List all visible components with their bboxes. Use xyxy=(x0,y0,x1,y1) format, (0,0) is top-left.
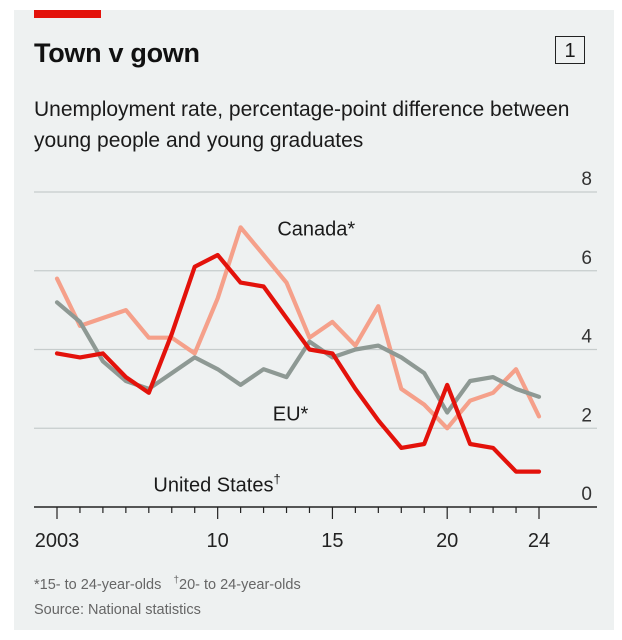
x-tick-label: 24 xyxy=(528,530,550,550)
dagger-mark: † xyxy=(173,575,179,586)
brand-red-tag xyxy=(34,10,101,18)
series-line-unitedstates xyxy=(54,252,542,474)
footnote-age-15-24: *15- to 24-year-olds xyxy=(34,576,162,593)
x-tick-label: 15 xyxy=(321,530,343,550)
chart-subtitle: Unemployment rate, percentage-point diff… xyxy=(34,98,570,152)
y-tick-label: 2 xyxy=(581,405,592,426)
x-tick-label: 2003 xyxy=(35,530,80,550)
y-tick-label: 0 xyxy=(581,484,592,505)
chart-title: Town v gown xyxy=(34,38,200,68)
series-line-canada xyxy=(54,225,542,431)
x-tick-label: 20 xyxy=(436,530,458,550)
y-tick-label: 8 xyxy=(581,169,592,190)
footnotes: *15- to 24-year-olds †20- to 24-year-old… xyxy=(34,568,301,623)
series-label: EU* xyxy=(273,403,309,425)
chart-number-badge: 1 xyxy=(555,36,585,64)
footnote-line: *15- to 24-year-olds †20- to 24-year-old… xyxy=(34,568,301,598)
chart-panel: Town v gown 1 Unemployment rate, percent… xyxy=(14,10,614,630)
source-note: Source: National statistics xyxy=(34,601,201,618)
series-line-eu xyxy=(54,300,542,415)
y-tick-label: 6 xyxy=(581,248,592,269)
footnote-age-20-24: 20- to 24-year-olds xyxy=(179,576,301,593)
series-label: Canada* xyxy=(277,218,355,240)
series-label-dagger: † xyxy=(273,471,280,486)
x-tick-label: 10 xyxy=(207,530,229,550)
y-tick-label: 4 xyxy=(581,327,592,348)
series-label: United States† xyxy=(153,471,280,496)
